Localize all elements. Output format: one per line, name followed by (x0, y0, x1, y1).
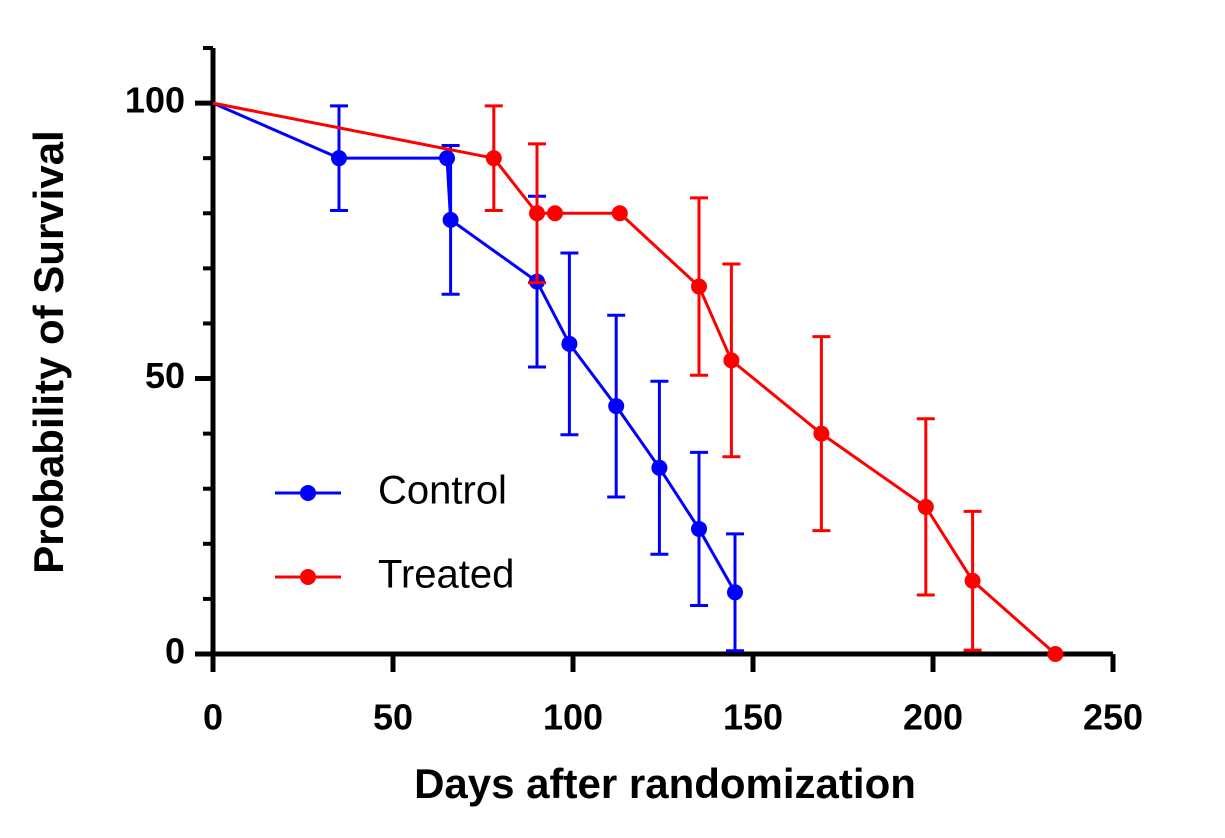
x-axis-title: Days after randomization (414, 760, 916, 807)
x-tick-label: 0 (203, 697, 223, 738)
legend-marker (300, 569, 316, 585)
data-point (651, 459, 668, 476)
y-tick-label: 50 (145, 355, 185, 396)
series-line (212, 101, 737, 594)
data-point (727, 584, 743, 601)
x-tick-label: 200 (903, 697, 963, 738)
data-point (608, 398, 625, 415)
data-point (723, 352, 740, 369)
data-point (611, 205, 628, 222)
data-point (485, 150, 502, 167)
legend-marker (300, 485, 316, 501)
legend-label: Treated (378, 553, 514, 597)
x-tick-label: 150 (723, 697, 783, 738)
data-point (529, 205, 545, 222)
data-point (331, 150, 347, 167)
data-point (547, 205, 563, 222)
data-point (813, 425, 830, 442)
data-point (442, 211, 459, 228)
data-point (691, 278, 707, 295)
data-point (691, 520, 707, 537)
y-tick-label: 100 (125, 80, 185, 121)
data-point (1047, 646, 1064, 662)
data-point (964, 572, 981, 589)
x-tick-label: 50 (373, 697, 413, 738)
x-tick-label: 250 (1083, 697, 1143, 738)
x-tick-label: 100 (543, 697, 603, 738)
data-point (561, 335, 578, 352)
y-tick-label: 0 (165, 631, 185, 672)
y-axis-title: Probability of Survival (25, 130, 72, 573)
data-point (917, 498, 934, 515)
legend-label: Control (378, 469, 507, 513)
data-point (439, 150, 455, 167)
